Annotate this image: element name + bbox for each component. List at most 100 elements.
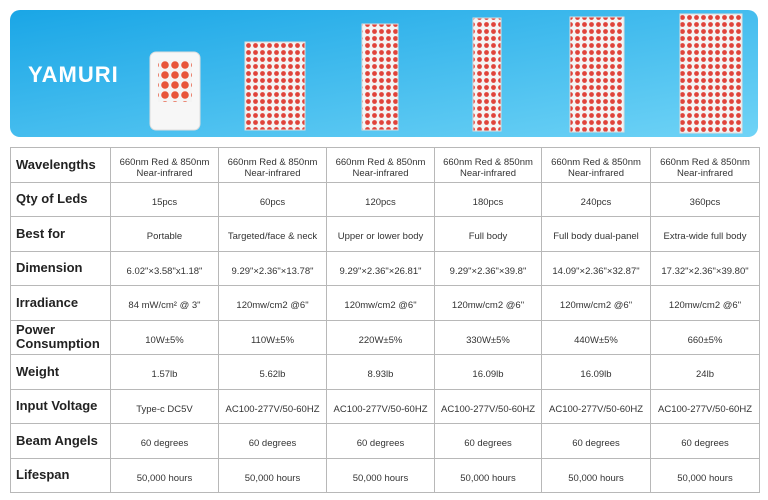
spec-cell: 9.29"×2.36"×13.78": [219, 251, 327, 286]
cell-text: Near-infrared: [244, 167, 301, 179]
spec-cell: 120mw/cm2 @6": [327, 286, 435, 321]
spec-cell: 5.62lb: [219, 355, 327, 390]
cell-text: Near-infrared: [460, 167, 516, 179]
spec-cell: 1.57lb: [111, 355, 219, 390]
cell-text: Targeted/face & neck: [227, 231, 318, 243]
row-label: Qty of Leds: [11, 182, 111, 217]
label-text: Qty of Leds: [16, 191, 88, 207]
label-text: Irradiance: [16, 294, 79, 310]
spec-cell: 110W±5%: [219, 320, 327, 355]
row-label: Weight: [11, 355, 111, 390]
cell-text: 60 degrees: [248, 438, 297, 450]
spec-cell: 660nm Red & 850nm Near-infrared: [435, 148, 542, 183]
cell-text: 1.57lb: [151, 369, 178, 381]
spec-cell: 10W±5%: [111, 320, 219, 355]
cell-text: 660nm Red & 850nm: [227, 156, 318, 168]
spec-cell: 16.09lb: [435, 355, 542, 390]
cell-text: 60 degrees: [572, 438, 620, 450]
spec-cell: 24lb: [651, 355, 760, 390]
spec-cell: 660nm Red & 850nm Near-infrared: [219, 148, 327, 183]
spec-cell: 50,000 hours: [219, 458, 327, 493]
cell-text: 360pcs: [689, 196, 721, 208]
cell-text: 660nm Red & 850nm: [443, 156, 533, 168]
spec-cell: Full body dual-panel: [542, 217, 651, 252]
cell-text: Extra-wide full body: [663, 231, 747, 243]
spec-cell: Extra-wide full body: [651, 217, 760, 252]
cell-text: 15pcs: [151, 196, 178, 208]
label-text: Wavelengths: [16, 156, 96, 172]
cell-text: Near-infrared: [136, 167, 193, 179]
label-text: Input Voltage: [16, 398, 98, 414]
spec-cell: Upper or lower body: [327, 217, 435, 252]
cell-text: Near-infrared: [352, 167, 409, 179]
cell-text: 120mw/cm2 @6": [451, 300, 525, 312]
row-label: Beam Angels: [11, 424, 111, 459]
spec-cell: 60 degrees: [651, 424, 760, 459]
cell-text: Type-c DC5V: [136, 403, 193, 415]
row-label: Input Voltage: [11, 389, 111, 424]
cell-text: 120mw/cm2 @6": [668, 300, 742, 312]
spec-cell: 60 degrees: [435, 424, 542, 459]
row-label: Best for: [11, 217, 111, 252]
cell-text: Full body: [468, 231, 508, 243]
spec-table: Wavelengths 660nm Red & 850nm Near-infrare…: [10, 147, 760, 493]
product-images: [149, 13, 743, 134]
spec-cell: 180pcs: [435, 182, 542, 217]
cell-text: AC100-277V/50-60HZ: [225, 403, 320, 415]
spec-cell: 14.09"×2.36"×32.87": [542, 251, 651, 286]
spec-cell: 50,000 hours: [651, 458, 760, 493]
cell-text: Near-infrared: [568, 167, 624, 179]
spec-cell: 84 mW/cm² @ 3": [111, 286, 219, 321]
cell-text: 60 degrees: [681, 438, 729, 450]
spec-cell: 60pcs: [219, 182, 327, 217]
cell-text: Near-infrared: [677, 167, 733, 179]
row-label: Dimension: [11, 251, 111, 286]
spec-cell: 330W±5%: [435, 320, 542, 355]
label-text: Consumption: [16, 336, 100, 352]
spec-cell: Type-c DC5V: [111, 389, 219, 424]
cell-text: 660nm Red & 850nm: [335, 156, 426, 168]
spec-cell: 50,000 hours: [327, 458, 435, 493]
cell-text: 60 degrees: [356, 438, 405, 450]
cell-text: AC100-277V/50-60HZ: [333, 403, 428, 415]
cell-text: 84 mW/cm² @ 3": [128, 300, 201, 312]
spec-cell: 440W±5%: [542, 320, 651, 355]
brand-logo: YAMURI: [28, 62, 119, 87]
spec-cell: 60 degrees: [219, 424, 327, 459]
spec-cell: 120mw/cm2 @6": [435, 286, 542, 321]
spec-cell: AC100-277V/50-60HZ: [651, 389, 760, 424]
cell-text: 50,000 hours: [460, 472, 516, 484]
spec-cell: 120mw/cm2 @6": [219, 286, 327, 321]
cell-text: AC100-277V/50-60HZ: [441, 403, 535, 415]
row-label: Irradiance: [11, 286, 111, 321]
cell-text: 660nm Red & 850nm: [660, 156, 750, 168]
spec-cell: AC100-277V/50-60HZ: [542, 389, 651, 424]
spec-cell: 15pcs: [111, 182, 219, 217]
cell-text: 16.09lb: [472, 369, 504, 381]
cell-text: 60 degrees: [140, 438, 189, 450]
spec-cell: 660nm Red & 850nm Near-infrared: [327, 148, 435, 183]
spec-cell: 120pcs: [327, 182, 435, 217]
row-label: Lifespan: [11, 458, 111, 493]
cell-text: 60 degrees: [464, 438, 512, 450]
spec-cell: 50,000 hours: [111, 458, 219, 493]
cell-text: 240pcs: [580, 196, 612, 208]
cell-text: 17.32"×2.36"×39.80": [661, 265, 749, 277]
spec-cell: 120mw/cm2 @6": [651, 286, 760, 321]
cell-text: 6.02"×3.58"x1.18": [126, 265, 203, 277]
cell-text: 220W±5%: [358, 334, 403, 346]
spec-cell: 220W±5%: [327, 320, 435, 355]
cell-text: 120mw/cm2 @6": [559, 300, 633, 312]
cell-text: 440W±5%: [574, 334, 618, 346]
spec-cell: 9.29"×2.36"×26.81": [327, 251, 435, 286]
cell-text: 50,000 hours: [677, 472, 733, 484]
spec-cell: 6.02"×3.58"x1.18": [111, 251, 219, 286]
spec-cell: 9.29"×2.36"×39.8": [435, 251, 542, 286]
row-label: Wavelengths: [11, 148, 111, 183]
cell-text: 120mw/cm2 @6": [344, 300, 417, 312]
label-text: Power: [16, 322, 56, 338]
cell-text: 14.09"×2.36"×32.87": [552, 265, 640, 277]
spec-cell: 50,000 hours: [542, 458, 651, 493]
cell-text: 9.29"×2.36"×26.81": [339, 265, 422, 277]
